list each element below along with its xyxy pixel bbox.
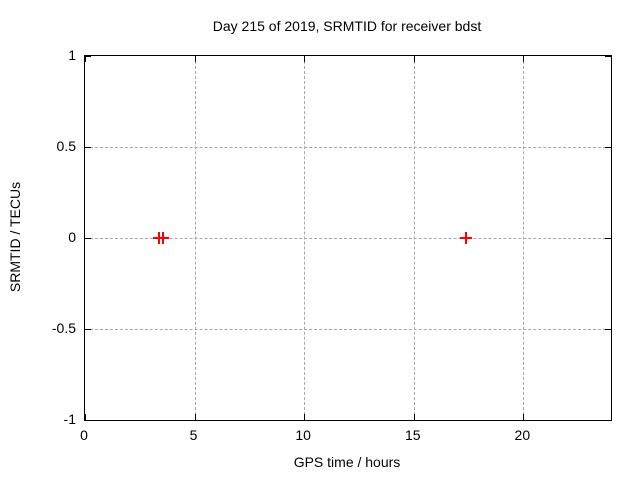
- y-tick-label: -1: [63, 411, 76, 427]
- y-tick-mark: [85, 147, 91, 148]
- x-tick-label: 5: [189, 427, 198, 443]
- y-tick-mark: [605, 238, 611, 239]
- y-tick-mark: [605, 56, 611, 57]
- y-tick-mark: [605, 147, 611, 148]
- data-point-marker: [157, 232, 170, 244]
- horizontal-gridline: [85, 147, 611, 148]
- x-tick-mark: [194, 56, 196, 62]
- y-tick-mark: [85, 56, 91, 57]
- x-tick-mark: [304, 56, 306, 62]
- y-tick-label: 0.5: [56, 138, 76, 154]
- x-axis-label: GPS time / hours: [293, 454, 401, 470]
- y-tick-label: 0: [68, 229, 76, 245]
- y-tick-mark: [85, 420, 91, 421]
- data-point-marker: [459, 232, 472, 244]
- y-tick-label: 1: [68, 47, 76, 63]
- x-tick-label: 15: [404, 427, 421, 443]
- horizontal-gridline: [85, 329, 611, 330]
- horizontal-gridline: [85, 238, 611, 239]
- y-tick-label: -0.5: [51, 320, 76, 336]
- chart-title: Day 215 of 2019, SRMTID for receiver bds…: [212, 18, 482, 34]
- x-tick-label: 0: [80, 427, 88, 443]
- y-tick-mark: [85, 238, 91, 239]
- x-tick-mark: [413, 414, 415, 420]
- x-tick-mark: [523, 56, 525, 62]
- x-tick-mark: [304, 414, 306, 420]
- x-tick-mark: [523, 414, 525, 420]
- x-tick-mark: [85, 56, 86, 62]
- y-tick-mark: [85, 329, 91, 330]
- x-tick-mark: [194, 414, 196, 420]
- x-tick-label: 20: [514, 427, 531, 443]
- x-tick-mark: [413, 56, 415, 62]
- x-tick-label: 10: [295, 427, 311, 443]
- plot-area: [84, 55, 612, 421]
- x-tick-mark: [85, 414, 86, 420]
- y-tick-mark: [605, 329, 611, 330]
- y-tick-mark: [605, 420, 611, 421]
